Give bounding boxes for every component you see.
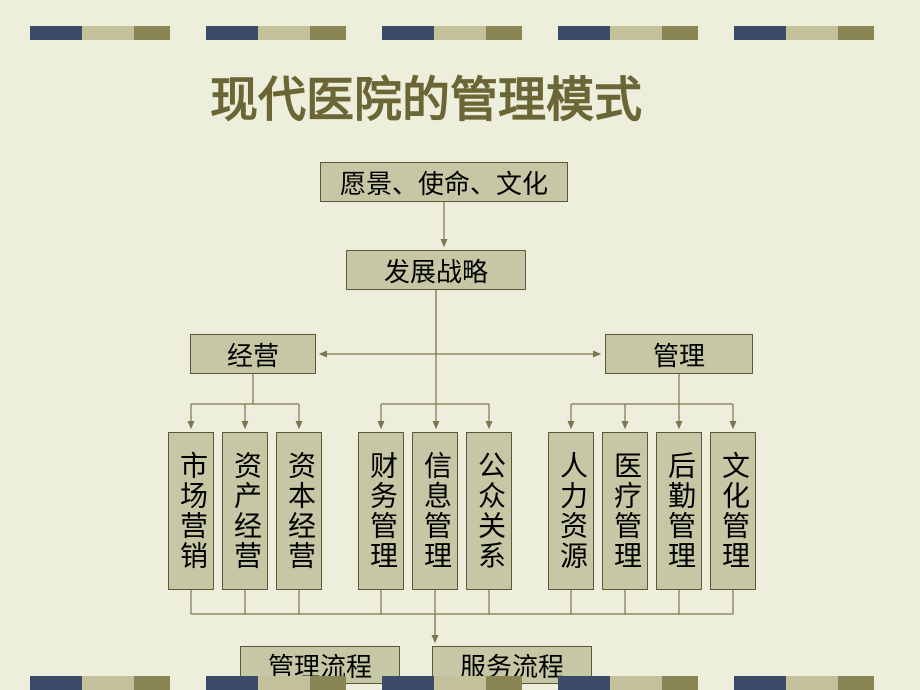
leaf-l0-label: 市场营销 <box>171 451 211 571</box>
decor-bar <box>206 26 346 40</box>
leaf-l1: 资产经营 <box>222 432 268 590</box>
leaf-l5: 公众关系 <box>466 432 512 590</box>
slide-title: 现代医院的管理模式 <box>210 60 642 130</box>
node-operate-label: 经营 <box>227 336 279 373</box>
decor-bar <box>30 26 170 40</box>
leaf-l9-label: 文化管理 <box>713 451 753 571</box>
node-manage-label: 管理 <box>653 336 705 373</box>
leaf-l3-label: 财务管理 <box>361 451 401 571</box>
leaf-l5-label: 公众关系 <box>469 451 509 571</box>
leaf-l8: 后勤管理 <box>656 432 702 590</box>
leaf-l7: 医疗管理 <box>602 432 648 590</box>
decor-bar <box>734 26 874 40</box>
leaf-l7-label: 医疗管理 <box>605 451 645 571</box>
decor-bar <box>30 676 170 690</box>
leaf-l8-label: 后勤管理 <box>659 451 699 571</box>
leaf-l3: 财务管理 <box>358 432 404 590</box>
decor-bar <box>558 676 698 690</box>
leaf-l2: 资本经营 <box>276 432 322 590</box>
leaf-l2-label: 资本经营 <box>279 451 319 571</box>
leaf-l4-label: 信息管理 <box>415 451 455 571</box>
leaf-l6: 人力资源 <box>548 432 594 590</box>
node-strategy-label: 发展战略 <box>384 252 488 289</box>
node-manage: 管理 <box>605 334 753 374</box>
node-operate: 经营 <box>190 334 316 374</box>
leaf-l0: 市场营销 <box>168 432 214 590</box>
leaf-l1-label: 资产经营 <box>225 451 265 571</box>
node-vision: 愿景、使命、文化 <box>320 162 568 202</box>
decor-bar <box>382 676 522 690</box>
node-strategy: 发展战略 <box>346 250 526 290</box>
decor-bar <box>382 26 522 40</box>
leaf-l4: 信息管理 <box>412 432 458 590</box>
leaf-l6-label: 人力资源 <box>551 451 591 571</box>
decor-bar <box>734 676 874 690</box>
leaf-l9: 文化管理 <box>710 432 756 590</box>
decor-bar <box>206 676 346 690</box>
decor-bar <box>558 26 698 40</box>
node-vision-label: 愿景、使命、文化 <box>340 164 548 201</box>
